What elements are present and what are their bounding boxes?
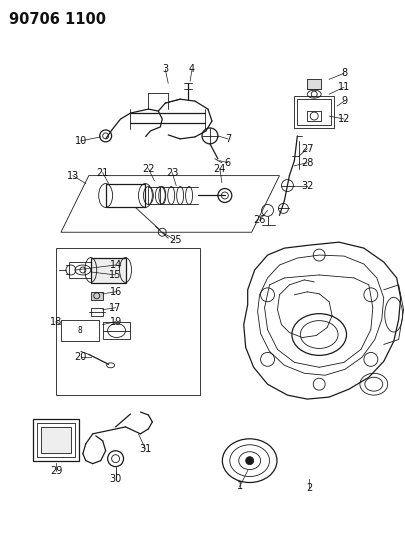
Text: 20: 20 [75,352,87,362]
Text: 17: 17 [109,303,122,313]
Bar [33,419,79,461]
Text: 8: 8 [341,68,347,78]
Bar [91,258,126,283]
Bar [91,292,103,300]
Text: 16: 16 [109,287,122,297]
Bar [106,183,145,207]
Text: 14: 14 [109,260,122,270]
Text: 13: 13 [67,171,79,181]
Text: 23: 23 [166,168,178,177]
Bar [61,320,99,342]
Bar [69,262,91,278]
Bar [103,321,130,340]
Text: 12: 12 [338,114,350,124]
Bar [297,99,331,125]
Bar [307,111,321,121]
Text: 6: 6 [225,158,231,168]
Text: 27: 27 [301,144,313,154]
Text: 24: 24 [214,164,226,174]
Text: 28: 28 [301,158,313,168]
Bar [91,308,103,316]
Bar [294,96,334,128]
Text: 15: 15 [109,270,122,280]
Text: 11: 11 [338,82,350,92]
Text: 8: 8 [77,326,82,335]
Text: 7: 7 [225,134,231,144]
Text: 32: 32 [301,181,313,191]
Text: 26: 26 [254,215,266,225]
Text: 21: 21 [96,168,109,177]
Bar [41,427,71,453]
Text: 10: 10 [75,136,87,146]
Text: 29: 29 [50,466,62,475]
Text: 3: 3 [162,64,168,75]
Text: 31: 31 [139,444,151,454]
Text: 90706 1100: 90706 1100 [9,12,107,27]
Text: 1: 1 [237,481,243,491]
Text: 2: 2 [306,483,312,494]
Bar [37,423,75,457]
Text: 19: 19 [109,317,122,327]
Text: 18: 18 [50,317,62,327]
Text: 30: 30 [109,473,122,483]
Text: 4: 4 [189,64,195,75]
Bar [148,187,160,205]
Bar [56,248,200,395]
Text: 9: 9 [341,96,347,106]
Bar [307,79,321,89]
Circle shape [246,457,254,465]
Text: 25: 25 [169,235,181,245]
Text: 22: 22 [142,164,155,174]
